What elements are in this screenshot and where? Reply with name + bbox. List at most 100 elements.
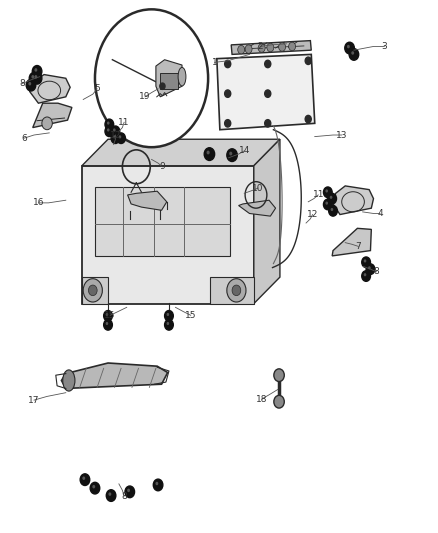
Circle shape <box>111 126 120 136</box>
Circle shape <box>88 285 97 296</box>
Polygon shape <box>82 277 108 304</box>
Text: 1: 1 <box>212 58 218 67</box>
Circle shape <box>29 72 39 84</box>
Circle shape <box>229 152 232 156</box>
Text: 8: 8 <box>121 491 127 500</box>
Circle shape <box>323 199 332 210</box>
Circle shape <box>165 319 173 330</box>
Circle shape <box>265 60 271 68</box>
Ellipse shape <box>178 67 186 86</box>
Text: 16: 16 <box>33 198 44 207</box>
Polygon shape <box>210 277 254 304</box>
Circle shape <box>32 72 42 84</box>
Polygon shape <box>82 139 280 166</box>
Circle shape <box>305 115 311 123</box>
Text: 17: 17 <box>28 395 40 405</box>
Circle shape <box>107 122 110 125</box>
Text: 10: 10 <box>252 183 264 192</box>
Circle shape <box>328 193 336 204</box>
Polygon shape <box>239 200 276 216</box>
Circle shape <box>32 66 42 77</box>
Circle shape <box>155 482 158 485</box>
Circle shape <box>225 90 231 98</box>
Text: 11: 11 <box>118 118 130 127</box>
Circle shape <box>305 57 311 64</box>
Circle shape <box>113 135 116 139</box>
Circle shape <box>362 271 371 281</box>
Circle shape <box>106 490 116 502</box>
Circle shape <box>323 187 332 198</box>
Circle shape <box>347 45 350 49</box>
Circle shape <box>105 126 114 136</box>
Text: 6: 6 <box>21 134 27 143</box>
Text: 14: 14 <box>239 147 250 156</box>
Text: 18: 18 <box>256 394 268 403</box>
Circle shape <box>279 43 286 51</box>
Circle shape <box>153 479 163 491</box>
Circle shape <box>32 75 34 78</box>
Circle shape <box>366 264 375 274</box>
Circle shape <box>238 45 245 54</box>
Circle shape <box>42 117 52 130</box>
Circle shape <box>95 10 208 147</box>
Circle shape <box>82 477 85 480</box>
Polygon shape <box>217 54 315 130</box>
Circle shape <box>207 151 210 155</box>
Circle shape <box>107 128 110 132</box>
Circle shape <box>265 90 271 98</box>
Polygon shape <box>61 363 168 389</box>
Circle shape <box>258 44 265 52</box>
Circle shape <box>364 260 366 263</box>
Text: 3: 3 <box>381 42 387 51</box>
Circle shape <box>274 369 284 382</box>
Text: 8: 8 <box>374 268 379 276</box>
Circle shape <box>92 485 95 488</box>
Text: 4: 4 <box>377 209 383 218</box>
Circle shape <box>26 79 36 91</box>
Text: 2: 2 <box>258 42 263 51</box>
Circle shape <box>105 119 114 130</box>
Circle shape <box>364 273 366 276</box>
Circle shape <box>165 311 173 321</box>
Circle shape <box>349 49 359 60</box>
Bar <box>95 187 230 256</box>
Circle shape <box>225 60 231 68</box>
Polygon shape <box>33 103 72 127</box>
Circle shape <box>267 43 274 52</box>
Circle shape <box>160 83 165 90</box>
Circle shape <box>106 313 108 316</box>
Circle shape <box>119 135 121 139</box>
Polygon shape <box>333 186 374 215</box>
Circle shape <box>104 319 113 330</box>
Bar <box>160 73 178 89</box>
Circle shape <box>289 42 296 51</box>
Circle shape <box>166 313 169 316</box>
Circle shape <box>90 482 100 494</box>
Circle shape <box>351 51 354 55</box>
Text: 15: 15 <box>104 311 116 320</box>
Ellipse shape <box>63 370 75 391</box>
Circle shape <box>35 75 37 78</box>
Circle shape <box>204 148 215 160</box>
Text: 12: 12 <box>307 210 318 219</box>
Circle shape <box>113 128 116 132</box>
Polygon shape <box>30 75 70 103</box>
Circle shape <box>227 149 237 161</box>
Polygon shape <box>254 139 280 304</box>
Circle shape <box>331 208 333 211</box>
Polygon shape <box>231 41 311 54</box>
Circle shape <box>245 45 252 53</box>
Text: 13: 13 <box>336 131 347 140</box>
Circle shape <box>125 486 134 498</box>
Circle shape <box>362 257 371 268</box>
Circle shape <box>106 322 108 325</box>
Circle shape <box>117 133 125 143</box>
Text: 8: 8 <box>19 79 25 88</box>
Circle shape <box>227 279 246 302</box>
Circle shape <box>104 311 113 321</box>
Text: 19: 19 <box>139 92 151 101</box>
Circle shape <box>28 82 31 85</box>
Circle shape <box>328 206 337 216</box>
Polygon shape <box>156 60 182 97</box>
Polygon shape <box>82 166 254 304</box>
